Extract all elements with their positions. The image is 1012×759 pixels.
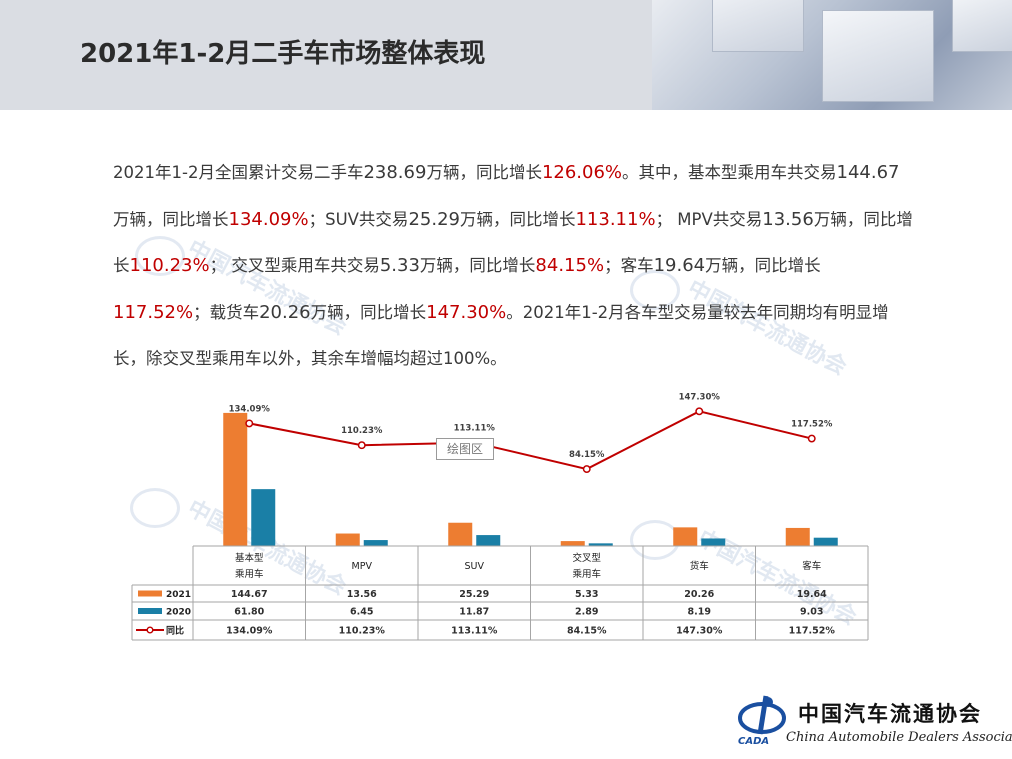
growth-data-label: 117.52%: [791, 420, 833, 430]
decor-cube: [712, 0, 804, 52]
paragraph-segment: 2021年1-2月全国累计交易二手车: [113, 163, 364, 182]
growth-rate-highlight: 134.09%: [228, 208, 309, 230]
table-cell: 147.30%: [676, 626, 723, 637]
logo-abbreviation: CADA: [738, 736, 770, 747]
growth-data-label: 147.30%: [679, 392, 721, 402]
growth-rate-highlight: 147.30%: [426, 301, 507, 323]
paragraph-segment: ；载货车: [193, 302, 260, 322]
table-cell: 110.23%: [339, 626, 386, 637]
table-cell: 13.56: [347, 589, 377, 600]
category-label: 交叉型: [572, 552, 601, 564]
slide-title: 2021年1-2月二手车市场整体表现: [80, 39, 486, 69]
summary-paragraph: 2021年1-2月全国累计交易二手车238.69万辆，同比增长126.06%。其…: [113, 150, 913, 383]
paragraph-segment: ； MPV共交易: [655, 209, 763, 229]
plot-area-tooltip: 绘图区: [436, 438, 494, 460]
growth-data-label: 110.23%: [341, 426, 383, 436]
header-decoration: [652, 0, 1012, 110]
table-cell: 5.33: [575, 589, 598, 600]
legend-label: 2020: [166, 608, 191, 618]
legend-swatch-2020: [138, 608, 162, 614]
table-cell: 134.09%: [226, 626, 273, 637]
table-cell: 2.89: [575, 607, 598, 618]
category-label: SUV: [465, 561, 485, 572]
category-label: MPV: [352, 561, 373, 572]
bar-2020: [251, 489, 276, 546]
paragraph-segment: 。其中，基本型乘用车共交易: [622, 163, 837, 182]
paragraph-segment: 万辆，同比增长: [310, 302, 427, 322]
paragraph-segment: ； 交叉型乘用车共交易: [209, 256, 380, 275]
category-label: 乘用车: [235, 568, 264, 580]
table-cell: 6.45: [350, 607, 373, 618]
category-label: 客车: [802, 560, 821, 572]
bar-2020: [701, 538, 726, 546]
category-label: 基本型: [235, 552, 264, 564]
paragraph-segment: 144.67: [836, 162, 900, 183]
growth-point: [245, 419, 254, 428]
slide-header: 2021年1-2月二手车市场整体表现: [0, 0, 1012, 110]
bar-2021: [448, 522, 473, 546]
paragraph-segment: 万辆，同比增长: [705, 256, 821, 275]
paragraph-segment: 万辆，同比增长: [113, 209, 229, 229]
table-cell: 20.26: [684, 589, 714, 600]
legend-swatch-2021: [138, 590, 162, 597]
table-cell: 144.67: [231, 589, 268, 600]
paragraph-segment: 万辆，同比增长: [113, 209, 913, 276]
growth-data-label: 84.15%: [569, 450, 605, 460]
decor-cube: [952, 0, 1012, 52]
bar-2020: [813, 537, 838, 546]
table-cell: 11.87: [459, 607, 489, 618]
paragraph-segment: 5.33: [379, 255, 420, 276]
paragraph-segment: 。2021年1-2月各车型交易量较去年同期均有明显增长，除交叉型乘用车以外，其余…: [113, 302, 889, 369]
paragraph-segment: 13.56: [762, 208, 814, 230]
growth-point: [695, 407, 704, 416]
table-cell: 9.03: [800, 607, 823, 618]
bar-2021: [785, 527, 810, 546]
bar-2021: [223, 412, 248, 546]
paragraph-segment: ；SUV共交易: [308, 209, 409, 229]
growth-data-label: 134.09%: [229, 404, 271, 414]
table-cell: 113.11%: [451, 626, 498, 637]
table-cell: 25.29: [459, 589, 489, 600]
footer-logo: CADA 中国汽车流通协会 China Automobile Dealers A…: [730, 690, 1012, 755]
table-cell: 61.80: [234, 607, 264, 618]
decor-cube: [822, 10, 934, 102]
cada-logo-icon: [738, 695, 786, 735]
paragraph-segment: 万辆，同比增长: [426, 163, 542, 182]
paragraph-segment: ；客车: [604, 256, 654, 275]
bar-2020: [588, 543, 613, 546]
paragraph-segment: 万辆，同比增长: [459, 209, 576, 229]
growth-rate-highlight: 113.11%: [575, 208, 656, 230]
growth-rate-highlight: 110.23%: [129, 255, 210, 276]
paragraph-segment: 238.69: [363, 162, 427, 183]
paragraph-segment: 万辆，同比增长: [419, 256, 536, 275]
paragraph-segment: 19.64: [653, 255, 706, 276]
category-label: 乘用车: [572, 568, 601, 580]
legend-label: 2021: [166, 590, 191, 600]
table-cell: 117.52%: [789, 626, 836, 637]
growth-data-label: 113.11%: [454, 424, 496, 434]
category-label: 货车: [690, 560, 709, 572]
growth-rate-highlight: 126.06%: [541, 162, 623, 183]
table-cell: 84.15%: [567, 626, 607, 637]
legend-swatch-marker: [146, 626, 154, 634]
table-cell: 8.19: [688, 607, 711, 618]
growth-line: [249, 410, 812, 471]
growth-rate-highlight: 117.52%: [113, 301, 194, 323]
logo-name-cn: 中国汽车流通协会: [798, 701, 982, 726]
bar-2021: [335, 533, 360, 546]
paragraph-segment: 25.29: [408, 208, 460, 230]
growth-point: [807, 434, 816, 443]
growth-point: [582, 465, 591, 474]
bar-2021: [673, 527, 698, 546]
table-cell: 19.64: [797, 589, 827, 600]
growth-rate-highlight: 84.15%: [535, 255, 605, 276]
growth-point: [357, 441, 366, 450]
legend-label: 同比: [166, 625, 184, 637]
paragraph-segment: 20.26: [259, 301, 311, 323]
bar-2020: [476, 535, 501, 546]
logo-name-en: China Automobile Dealers Association: [786, 730, 1012, 745]
bar-2020: [363, 540, 388, 546]
bar-2021: [560, 541, 585, 546]
